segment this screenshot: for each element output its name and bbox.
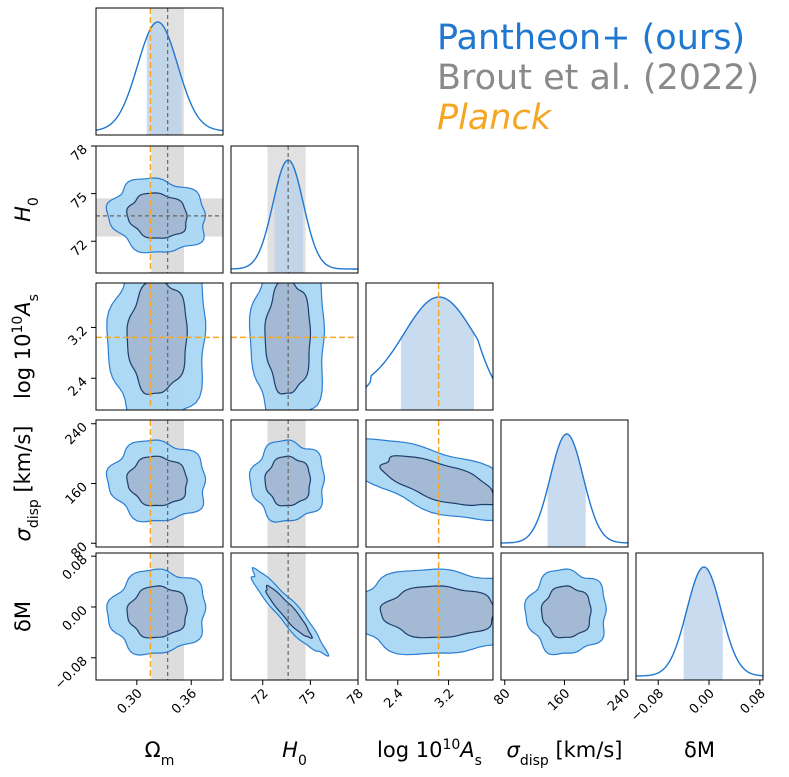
x-tick-label-sigma_disp: 240 (605, 686, 633, 714)
y-tick-label-sigma_disp: 240 (63, 420, 91, 448)
panel-frame (365, 419, 494, 548)
x-tick-label-deltaM: 0.00 (687, 686, 718, 717)
density-line-sigma_disp (501, 433, 628, 544)
panel-frame-sigma_disp (500, 419, 629, 548)
density-line-H0 (231, 159, 358, 270)
contour-68 (379, 585, 493, 639)
x-axis-label-deltaM: δM (684, 738, 715, 762)
density-line-deltaM (636, 566, 763, 677)
ci68-fill-deltaM (683, 567, 723, 680)
panel-log10As-vs-sigma_disp (366, 420, 493, 547)
contour-68 (264, 455, 312, 507)
x-axis-label-log10As: log 1010As (377, 737, 482, 769)
x-axis-label-Omega_m: Ωm (145, 738, 175, 769)
panel-Omega_m-vs-deltaM (106, 553, 207, 680)
x-tick-label-H0: 75 (297, 686, 319, 708)
contour-68 (540, 585, 592, 639)
legend-brout: Brout et al. (2022) (437, 58, 760, 98)
y-tick-label-deltaM: −0.08 (52, 654, 91, 693)
panel-frame-deltaM (635, 552, 764, 681)
density-line-Omega_m (96, 21, 223, 132)
x-tick-label-log10As: 2.4 (381, 686, 406, 711)
y-tick-label-log10As: 2.4 (66, 374, 91, 399)
panel-H0-vs-log10As (231, 283, 358, 410)
y-tick-label-sigma_disp: 160 (63, 480, 91, 508)
panel-Omega_m-vs-H0 (96, 146, 223, 273)
density-line-log10As (366, 296, 493, 388)
contour-68 (126, 283, 188, 395)
y-tick-label-log10As: 3.2 (66, 324, 91, 349)
y-tick-label-H0: 78 (69, 142, 91, 164)
y-tick-label-deltaM: 0.08 (60, 552, 91, 583)
panel-H0-vs-sigma_disp (248, 420, 326, 547)
panel-frame-log10As (365, 282, 494, 411)
panel-frame (365, 552, 494, 681)
x-axis-label-H0: H0 (282, 738, 307, 769)
legend-planck: Planck (437, 98, 551, 138)
contour-68 (126, 192, 188, 239)
x-tick-label-sigma_disp: 80 (491, 686, 513, 708)
ci68-fill-sigma_disp (547, 434, 586, 547)
contour-68 (264, 283, 312, 395)
panel-frame (95, 282, 224, 411)
panel-frame (230, 419, 359, 548)
x-tick-label-Omega_m: 0.30 (115, 686, 146, 717)
panel-log10As-vs-deltaM (366, 553, 493, 680)
y-axis-label-sigma_disp: σdisp [km/s] (11, 426, 42, 542)
diag-panel-H0 (231, 146, 358, 273)
x-tick-label-H0: 72 (249, 686, 271, 708)
panel-frame (95, 552, 224, 681)
x-tick-label-deltaM: −0.08 (628, 686, 667, 725)
ci68-fill-log10As (400, 297, 474, 410)
x-tick-label-deltaM: 0.08 (738, 686, 769, 717)
contour-68 (379, 455, 493, 506)
y-tick-label-H0: 72 (69, 237, 91, 259)
panel-frame (230, 552, 359, 681)
y-tick-label-deltaM: 0.00 (60, 603, 91, 634)
panel-sigma_disp-vs-deltaM (524, 568, 607, 656)
y-axis-label-log10As: log 1010As (10, 294, 42, 399)
panel-frame (95, 145, 224, 274)
panel-frame (230, 282, 359, 411)
contour-68 (126, 585, 188, 639)
legend-ours: Pantheon+ (ours) (437, 18, 746, 58)
x-axis-label-sigma_disp: σdisp [km/s] (507, 738, 623, 769)
y-tick-label-H0: 75 (69, 190, 91, 212)
x-tick-label-Omega_m: 0.36 (169, 686, 200, 717)
contour-68 (265, 584, 313, 640)
diag-panel-log10As (366, 283, 493, 410)
panel-frame-Omega_m (95, 7, 224, 136)
diag-panel-deltaM (636, 566, 763, 680)
x-tick-label-log10As: 3.2 (432, 686, 457, 711)
panel-H0-vs-deltaM (250, 553, 330, 680)
x-tick-label-H0: 78 (345, 686, 367, 708)
diag-panel-sigma_disp (501, 433, 628, 547)
panel-Omega_m-vs-sigma_disp (105, 420, 207, 547)
y-axis-label-H0: H0 (11, 197, 42, 222)
contour-68 (126, 455, 188, 507)
panel-frame-H0 (230, 145, 359, 274)
x-tick-label-sigma_disp: 160 (545, 686, 573, 714)
diag-panel-Omega_m (96, 8, 223, 135)
panel-Omega_m-vs-log10As (96, 283, 223, 410)
y-axis-label-deltaM: δM (11, 601, 35, 632)
